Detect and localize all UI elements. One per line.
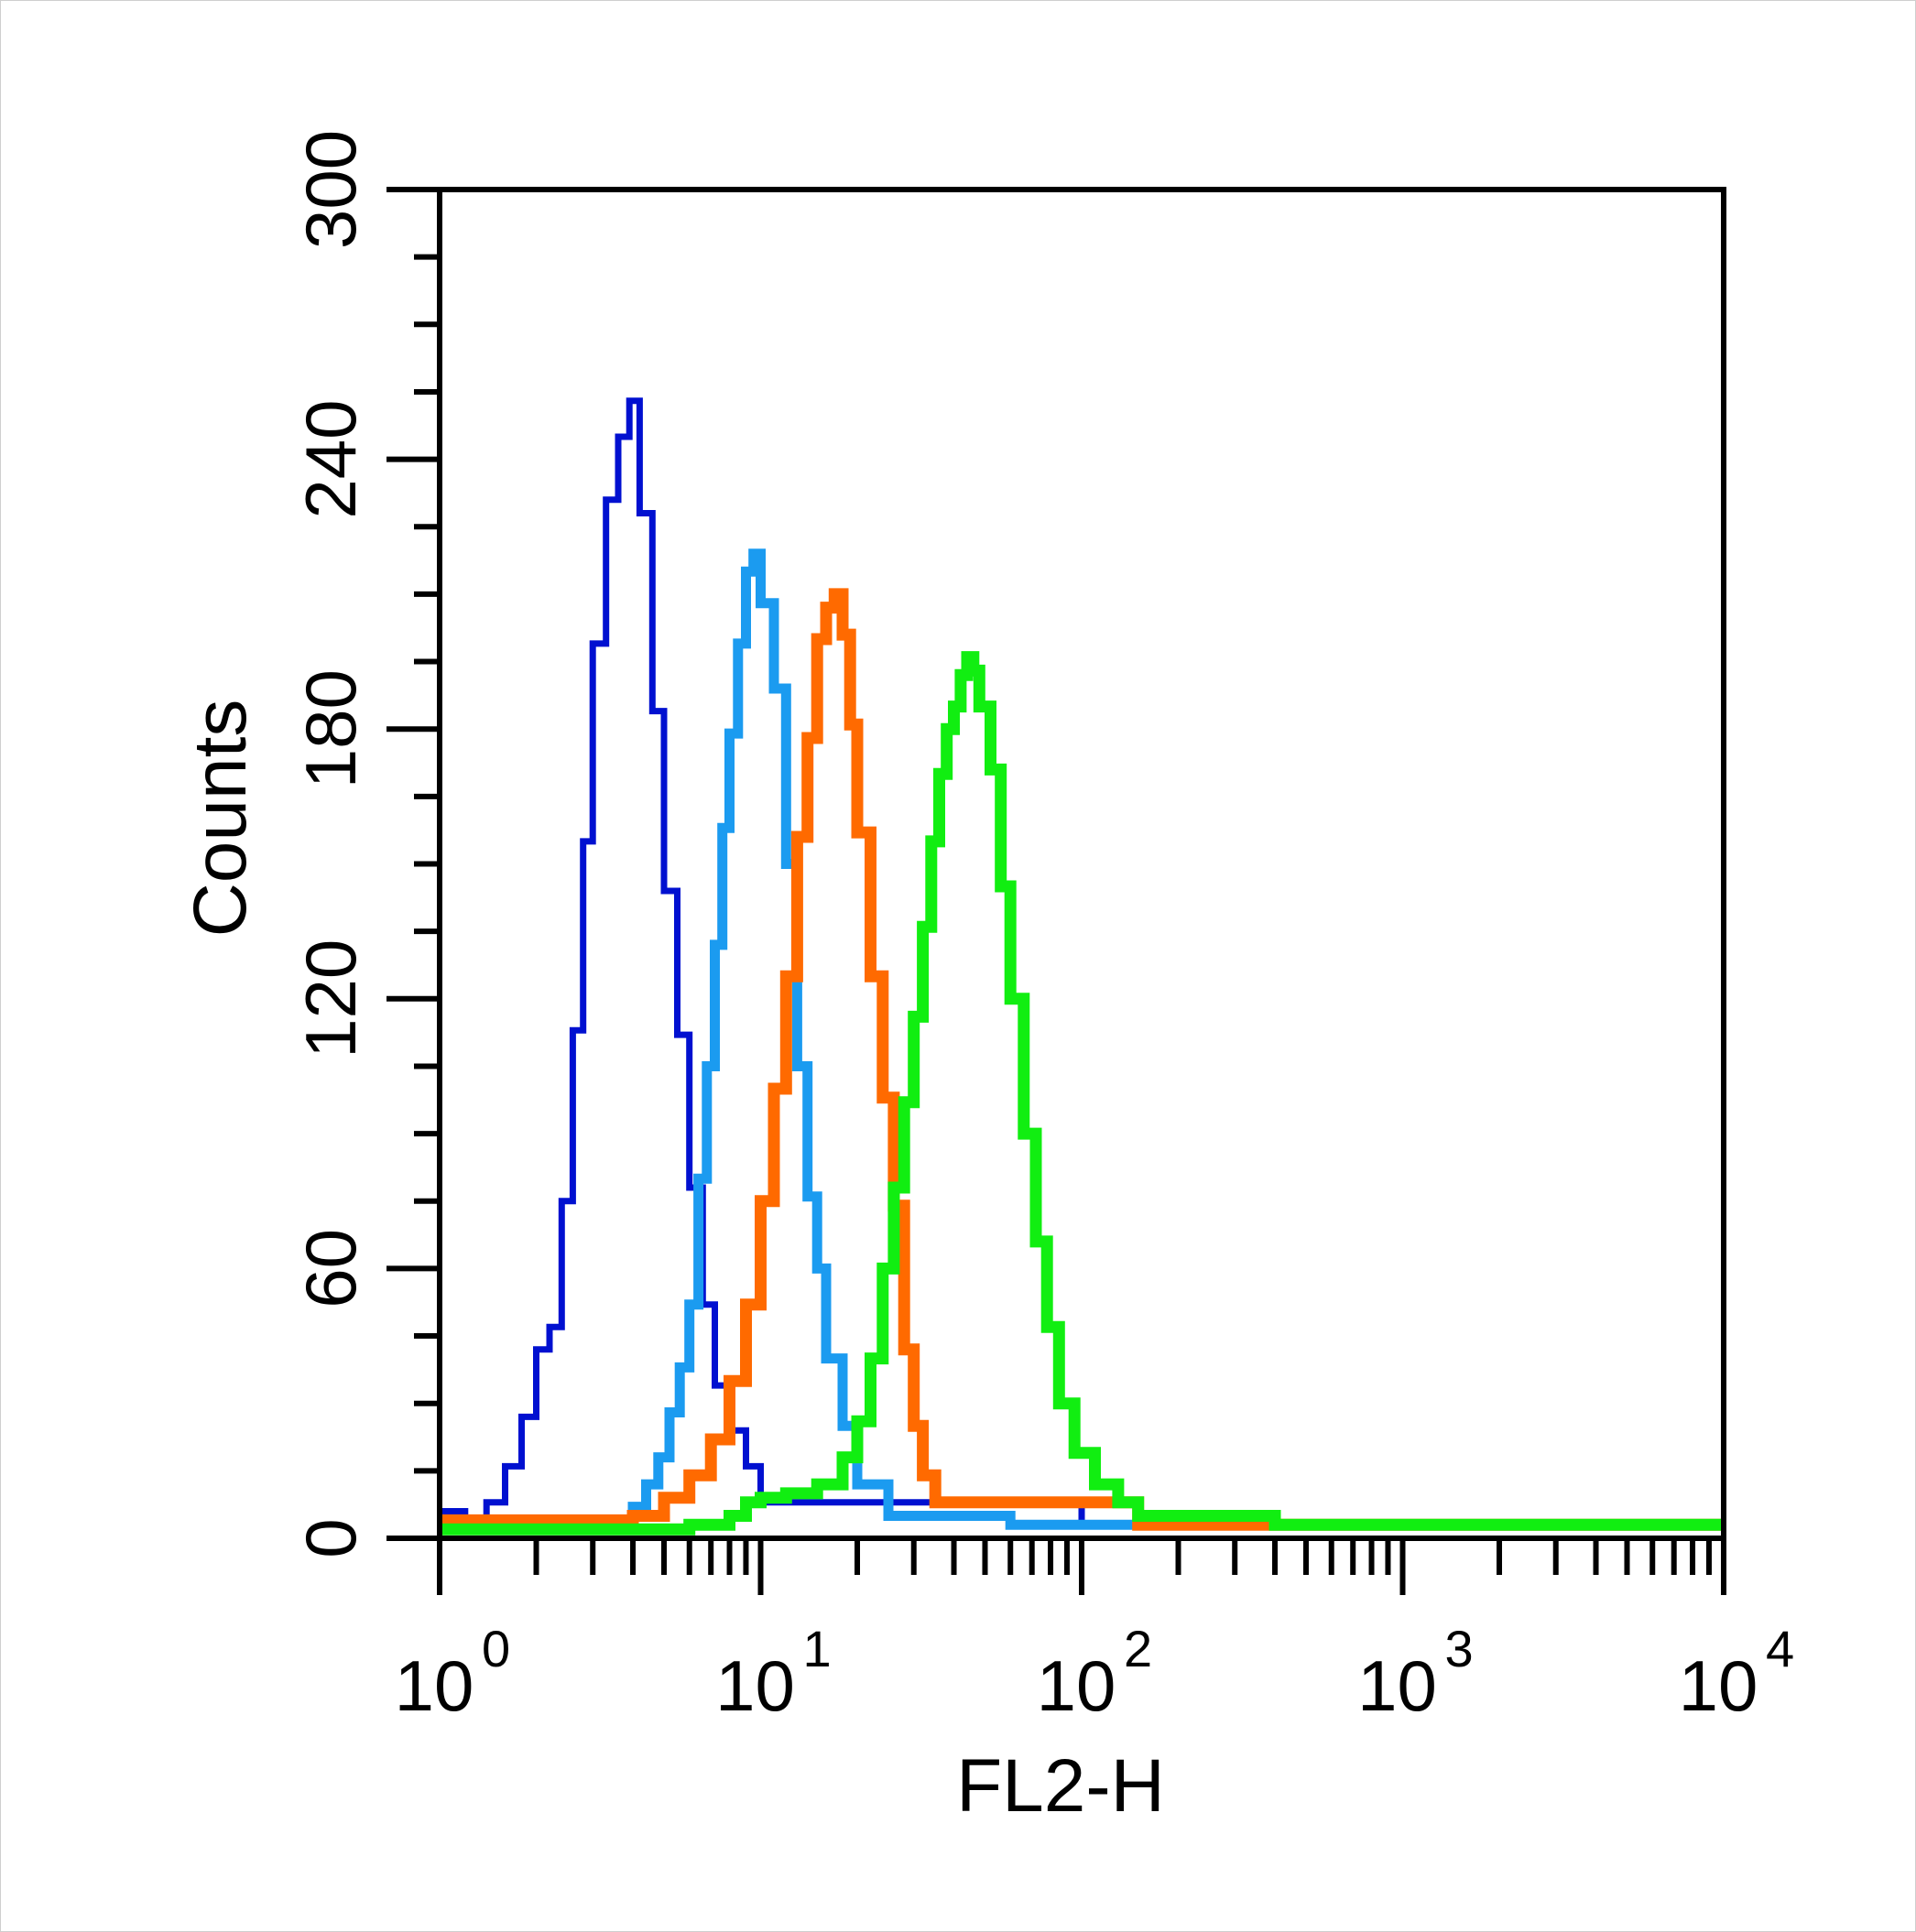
y-tick-label: 0 [290,1518,371,1558]
x-tick-exponent: 0 [482,1620,510,1677]
series-4-histogram [440,651,1724,1536]
y-axis: 0 60 120 180 240 300 [290,130,440,1558]
series-3-histogram [440,588,1724,1531]
y-tick-label: 60 [290,1229,371,1308]
x-tick-label: 10 [1037,1645,1116,1726]
x-tick-exponent: 1 [803,1620,832,1677]
x-tick-exponent: 4 [1766,1620,1794,1677]
x-tick-label: 10 [1679,1645,1758,1726]
x-tick-exponent: 3 [1445,1620,1474,1677]
x-axis-title: FL2-H [956,1744,1165,1828]
x-axis: 10 0 10 1 10 2 10 3 10 4 [395,1538,1794,1726]
x-tick-label: 10 [715,1645,795,1726]
series-1-histogram [440,397,1724,1528]
x-tick-label: 10 [1357,1645,1437,1726]
series-2-histogram [440,548,1724,1530]
x-tick-exponent: 2 [1124,1620,1152,1677]
y-tick-label: 120 [290,939,371,1058]
plot-area [437,187,1726,1541]
y-axis-title: Counts [179,700,262,938]
y-tick-label: 180 [290,669,371,788]
series-layer [440,397,1724,1536]
x-tick-label: 10 [395,1645,474,1726]
y-tick-label: 300 [290,130,371,249]
y-tick-label: 240 [290,400,371,519]
